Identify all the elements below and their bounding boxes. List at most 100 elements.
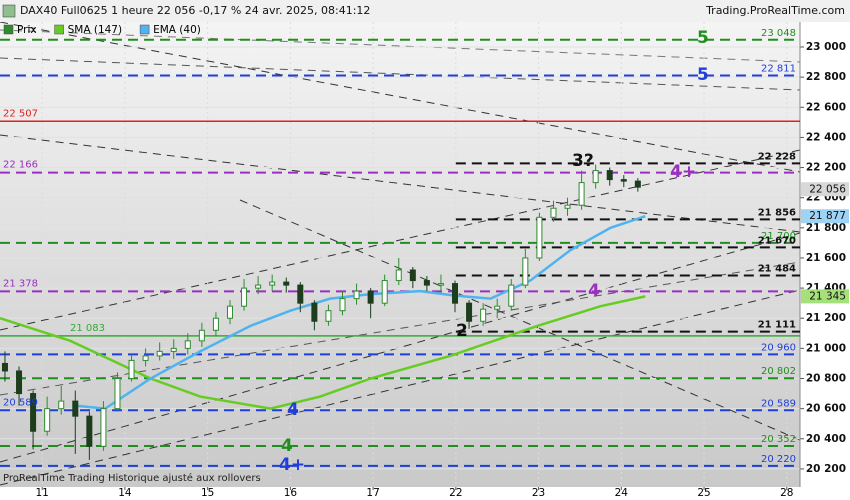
y-tick-label: 20 200 <box>806 463 846 475</box>
candle-body <box>395 269 402 282</box>
candle-body <box>634 180 641 188</box>
candle-body <box>241 287 248 307</box>
trend-lines <box>0 22 800 486</box>
level-label: 20 589 <box>3 397 38 408</box>
candle-body <box>494 305 501 310</box>
level-label: 22 811 <box>761 63 796 74</box>
candle-body <box>452 283 459 304</box>
y-tick-label: 22 600 <box>806 101 846 113</box>
x-tick-label: 28 <box>780 487 793 499</box>
candle-body <box>128 359 135 380</box>
price-marker <box>801 182 849 197</box>
candle-body <box>72 400 79 417</box>
trend-line <box>0 29 800 63</box>
level-label: 20 220 <box>761 454 796 465</box>
y-tick-label: 22 400 <box>806 131 846 143</box>
y-tick-label: 21 000 <box>806 342 846 354</box>
price-marker-label: 21 345 <box>809 290 846 302</box>
levels <box>0 38 800 467</box>
level-label: 22 166 <box>3 160 38 171</box>
price-marker-label: 22 056 <box>809 183 846 195</box>
candle-body <box>480 308 487 322</box>
level-label: 20 352 <box>761 434 796 445</box>
candle-body <box>255 284 262 289</box>
annotation: 4 <box>588 281 600 301</box>
trend-line <box>0 232 800 463</box>
header-title: DAX40 Full0625 1 heure 22 056 -0,17 % 24… <box>20 4 370 17</box>
candle-body <box>409 269 416 282</box>
y-tick-label: 22 800 <box>806 71 846 83</box>
level-label: 23 048 <box>761 28 796 39</box>
trend-line <box>0 22 800 173</box>
level-label: 20 960 <box>761 342 796 353</box>
level-label: 20 589 <box>761 398 796 409</box>
x-tick-label: 25 <box>697 487 710 499</box>
footer: ProRealTime Trading Historique ajusté au… <box>3 472 261 484</box>
symbol-icon <box>2 4 16 18</box>
candle-body <box>522 257 529 286</box>
candle-body <box>606 170 613 181</box>
candle-body <box>198 329 205 342</box>
candles <box>1 164 641 460</box>
level-label: 21 083 <box>70 323 105 334</box>
indicator-line <box>0 295 646 410</box>
candle-body <box>156 350 163 357</box>
candle-body <box>269 281 276 286</box>
x-tick-label: 15 <box>201 487 214 499</box>
level-label: 21 856 <box>758 207 796 218</box>
candle-body <box>170 347 177 352</box>
candle-body <box>44 408 51 432</box>
x-tick-label: 17 <box>366 487 379 499</box>
legend-label: SMA (147) <box>68 24 122 36</box>
x-tick-label: 11 <box>36 487 49 499</box>
annotation: 5 <box>697 65 709 85</box>
price-marker-label: 21 877 <box>809 210 846 222</box>
candle-body <box>592 170 599 184</box>
level-label: 21 670 <box>758 235 796 246</box>
level-label: 21 111 <box>758 320 796 331</box>
y-tick-label: 21 800 <box>806 222 846 234</box>
level-label: 22 228 <box>758 151 796 162</box>
candle-body <box>381 280 388 304</box>
legend-swatch <box>54 24 64 35</box>
candle-body <box>226 305 233 319</box>
candle-body <box>508 284 515 307</box>
trend-line <box>0 149 800 331</box>
candle-body <box>311 302 318 322</box>
y-tick-label: 22 200 <box>806 162 846 174</box>
candle-body <box>325 310 332 322</box>
candle-body <box>564 204 571 209</box>
level-label: 20 802 <box>761 366 796 377</box>
legend: Prix SMA (147) EMA (40) <box>3 24 201 36</box>
y-tick-label: 20 600 <box>806 403 846 415</box>
y-tick-label: 21 600 <box>806 252 846 264</box>
level-label: 21 700 <box>761 231 796 242</box>
level-label: 21 378 <box>3 278 38 289</box>
candle-body <box>339 298 346 312</box>
candle-body <box>550 207 557 218</box>
candle-body <box>578 182 585 206</box>
x-tick-label: 14 <box>118 487 132 499</box>
price-marker <box>801 209 849 224</box>
candle-body <box>212 317 219 331</box>
candle-body <box>283 281 290 286</box>
x-tick-label: 22 <box>449 487 462 499</box>
legend-label: EMA (40) <box>153 24 201 36</box>
annotations: 5 5 3? 4+ 4 2 4 4 4+ <box>279 28 709 475</box>
header-bar <box>0 0 850 22</box>
y-tick-label: 20 800 <box>806 373 846 385</box>
plot-background <box>0 22 800 487</box>
candle-body <box>423 280 430 286</box>
y-tick-label: 23 000 <box>806 41 846 53</box>
candle-body <box>86 415 93 447</box>
candle-body <box>367 290 374 304</box>
annotation: 4 <box>287 400 299 420</box>
annotation: 4 <box>281 436 293 456</box>
x-tick-label: 24 <box>615 487 629 499</box>
candle-body <box>353 290 360 300</box>
legend-swatch <box>3 24 14 35</box>
annotation: 4+ <box>279 455 305 475</box>
annotation: 4+ <box>670 162 696 182</box>
annotation: 2 <box>456 321 468 341</box>
